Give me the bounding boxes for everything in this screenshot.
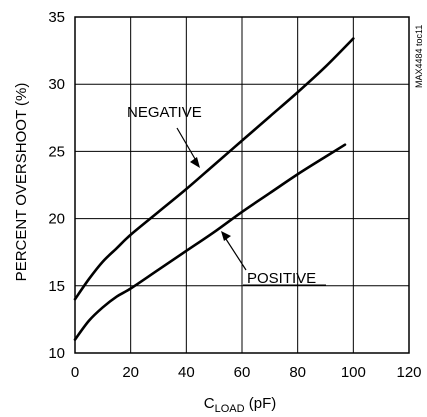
leader-line-negative	[176, 127, 199, 165]
series-line-negative	[73, 37, 355, 301]
x-tick-label: 20	[122, 364, 139, 381]
x-tick-label: 120	[396, 364, 421, 381]
x-tick-label: 80	[289, 364, 306, 381]
grid-lines	[75, 17, 409, 353]
y-axis-title: PERCENT OVERSHOOT (%)	[13, 83, 30, 282]
y-tick-label: 10	[48, 345, 65, 362]
y-tick-label: 20	[48, 211, 65, 228]
y-tick-labels: 10 15 20 25 30 35	[48, 9, 65, 362]
y-tick-label: 15	[48, 278, 65, 295]
figure-id-label: MAX4484 toc11	[414, 25, 424, 88]
arrowhead-negative	[190, 157, 200, 168]
plot-frame	[74, 16, 410, 354]
y-tick-label: 35	[48, 9, 65, 26]
y-tick-label: 30	[48, 76, 65, 93]
x-axis-title-main: C	[204, 395, 215, 412]
series-layer	[73, 37, 355, 341]
x-tick-label: 40	[178, 364, 195, 381]
series-line-positive	[73, 143, 347, 341]
x-tick-label: 60	[234, 364, 251, 381]
arrowhead-positive	[221, 231, 231, 241]
series-label-negative: NEGATIVE	[127, 104, 202, 121]
leader-line-positive	[223, 235, 247, 271]
x-axis-title-unit: (pF)	[245, 395, 277, 412]
x-axis-title: CLOAD (pF)	[204, 395, 276, 415]
x-axis-title-subscript: LOAD	[215, 403, 245, 415]
series-label-positive: POSITIVE	[247, 270, 316, 287]
x-tick-label: 100	[341, 364, 366, 381]
x-tick-label: 0	[71, 364, 79, 381]
x-tick-labels: 0 20 40 60 80 100 120	[71, 364, 422, 381]
y-tick-label: 25	[48, 143, 65, 160]
